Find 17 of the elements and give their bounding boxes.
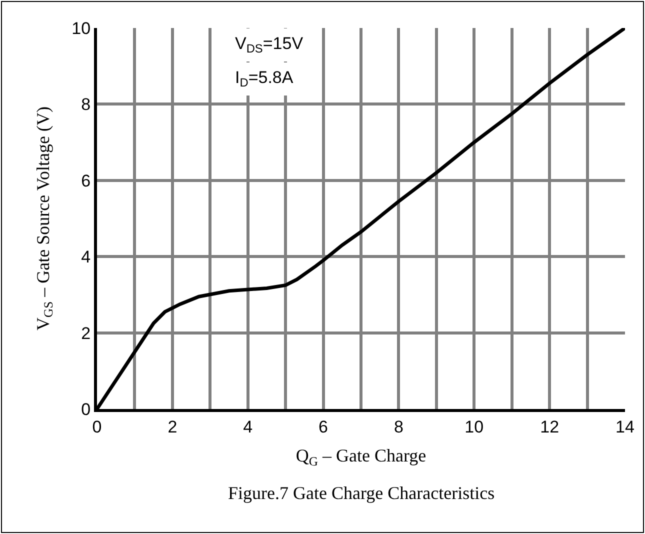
y-tick-label: 0 bbox=[81, 400, 91, 419]
text: Figure.7 Gate Charge Characteristics bbox=[228, 483, 495, 503]
x-tick-label: 12 bbox=[540, 417, 560, 436]
annotation: V$_{DS}$=15V bbox=[235, 34, 304, 56]
y-tick-label: 4 bbox=[81, 248, 91, 267]
y-tick-label: 6 bbox=[81, 171, 91, 190]
x-tick-label: 14 bbox=[616, 417, 634, 436]
x-tick-label: 10 bbox=[464, 417, 484, 436]
x-tick-label: 2 bbox=[168, 417, 178, 436]
x-tick-label: 8 bbox=[394, 417, 404, 436]
x-tick-label: 6 bbox=[318, 417, 328, 436]
y-tick-label: 8 bbox=[81, 95, 91, 114]
y-tick-label: 2 bbox=[81, 324, 91, 343]
x-axis-title: Q$_{G}$ – Gate Charge bbox=[296, 446, 426, 468]
x-tick-label: 4 bbox=[243, 417, 253, 436]
annotation: I$_{D}$=5.8A bbox=[235, 68, 294, 90]
y-tick-label: 10 bbox=[72, 18, 91, 38]
